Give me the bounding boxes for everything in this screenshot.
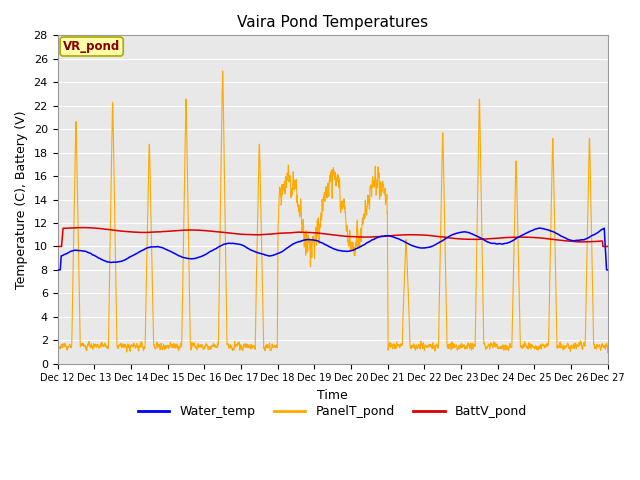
X-axis label: Time: Time <box>317 389 348 402</box>
Legend: Water_temp, PanelT_pond, BattV_pond: Water_temp, PanelT_pond, BattV_pond <box>133 400 532 423</box>
Text: VR_pond: VR_pond <box>63 40 120 53</box>
Y-axis label: Temperature (C), Battery (V): Temperature (C), Battery (V) <box>15 110 28 289</box>
Title: Vaira Pond Temperatures: Vaira Pond Temperatures <box>237 15 428 30</box>
